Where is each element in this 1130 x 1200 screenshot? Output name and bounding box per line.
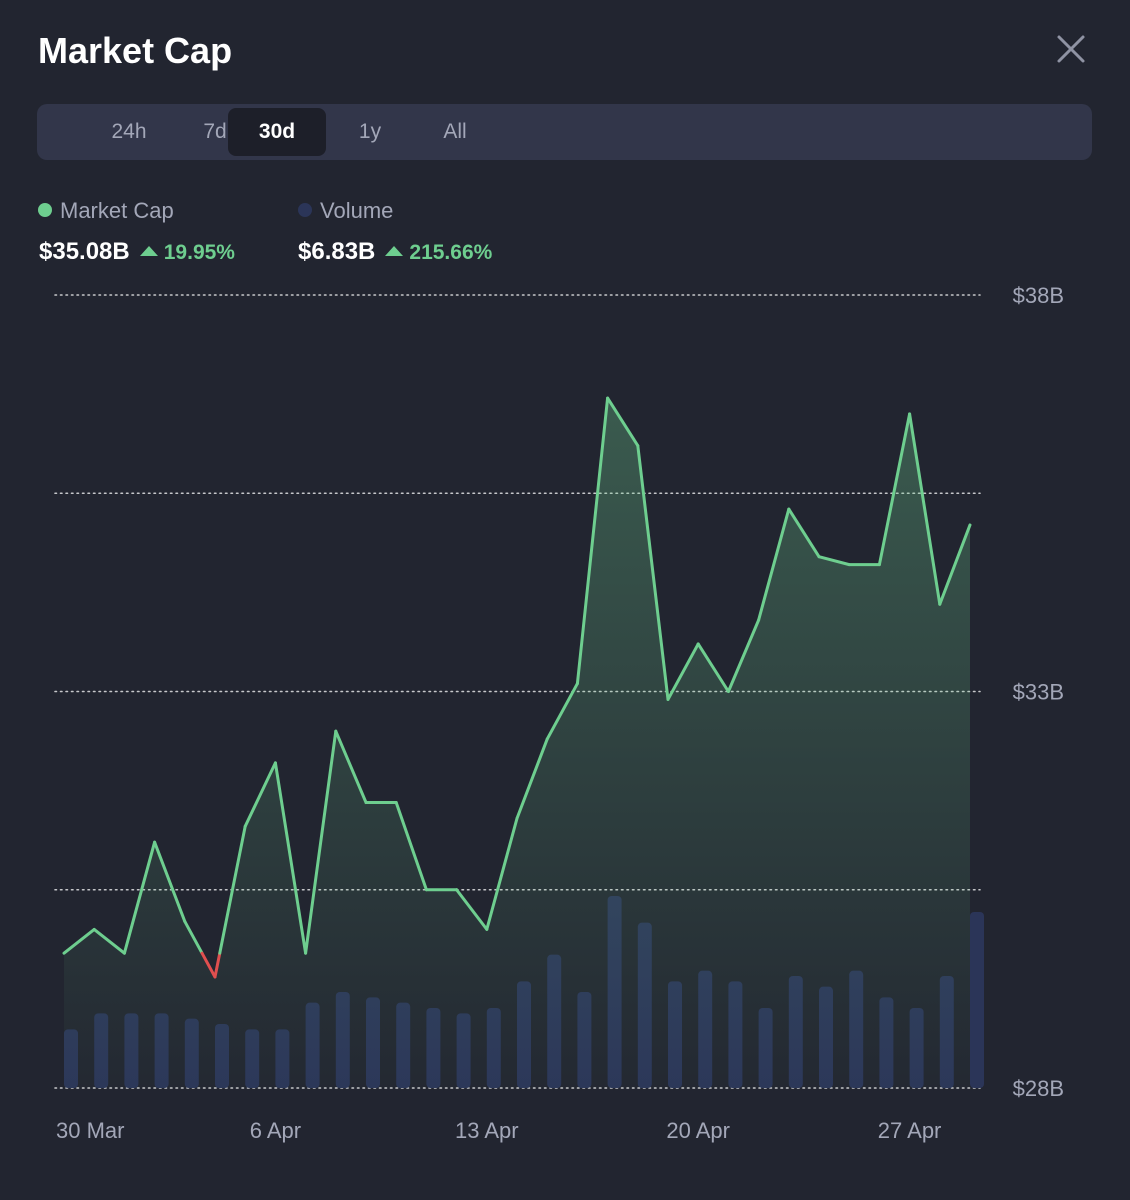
- legend-market-cap: Market Cap: [38, 198, 174, 224]
- volume-bar: [970, 912, 984, 1088]
- y-tick-label: $28B: [1013, 1076, 1064, 1101]
- market-cap-line-segment: [787, 507, 821, 559]
- tab-24h[interactable]: 24h: [111, 120, 147, 143]
- market-cap-line-segment: [62, 927, 96, 955]
- market-cap-line-segment: [606, 396, 640, 448]
- market-cap-line-segment-down: [200, 951, 217, 979]
- y-tick-label: $38B: [1013, 283, 1064, 308]
- market-cap-line-segment: [183, 919, 204, 955]
- tab-30d[interactable]: 30d: [228, 108, 326, 156]
- market-cap-line-segment: [273, 761, 308, 955]
- market-cap-line-segment: [877, 412, 912, 567]
- market-cap-line-segment: [545, 682, 579, 741]
- market-cap-line-segment: [394, 801, 428, 892]
- market-cap-line-segment: [334, 729, 368, 805]
- market-cap-change: 19.95%: [139, 241, 235, 264]
- market-cap-line-segment: [817, 555, 851, 567]
- close-icon[interactable]: [1052, 30, 1090, 68]
- market-cap-line-segment: [908, 412, 942, 606]
- market-cap-line-segment: [153, 840, 187, 923]
- market-cap-line-segment: [218, 824, 247, 955]
- market-cap-line-segment: [485, 816, 519, 931]
- y-tick-label: $33B: [1013, 680, 1064, 705]
- volume-value: $6.83B: [298, 238, 376, 265]
- market-cap-change-text: 19.95%: [163, 241, 235, 264]
- up-arrow-icon: [385, 246, 404, 256]
- x-tick-label: 27 Apr: [878, 1118, 942, 1143]
- tab-7d[interactable]: 7d: [203, 120, 227, 143]
- volume-dot-icon: [298, 203, 312, 217]
- market-cap-value: $35.08B: [39, 238, 130, 265]
- market-cap-line-segment: [938, 523, 972, 606]
- volume-change: 215.66%: [385, 241, 492, 264]
- legend-volume-label: Volume: [320, 198, 394, 223]
- up-arrow-icon: [139, 246, 158, 256]
- market-cap-line-segment: [92, 927, 126, 955]
- volume-stat: $6.83B 215.66%: [298, 238, 492, 266]
- page-title: Market Cap: [38, 30, 233, 71]
- legend-market-cap-label: Market Cap: [60, 198, 174, 223]
- market-cap-line-segment: [666, 642, 700, 701]
- market-cap-line-segment: [122, 840, 157, 955]
- market-cap-line-segment: [757, 507, 791, 622]
- x-tick-label: 30 Mar: [56, 1118, 124, 1143]
- market-cap-line-segment: [696, 642, 730, 693]
- market-cap-line-segment: [726, 618, 761, 693]
- market-cap-line-segment: [455, 888, 489, 931]
- market-cap-area: [64, 398, 970, 1089]
- legend-volume: Volume: [298, 198, 393, 224]
- market-cap-dot-icon: [38, 203, 52, 217]
- market-cap-line-segment: [575, 396, 610, 686]
- market-cap-line-segment-down: [213, 951, 222, 979]
- market-cap-line-segment: [636, 444, 670, 701]
- timeframe-tabs: 24h 7d 30d 1y All: [37, 104, 1092, 160]
- volume-change-text: 215.66%: [409, 241, 493, 264]
- x-tick-label: 6 Apr: [250, 1118, 301, 1143]
- x-tick-label: 20 Apr: [666, 1118, 730, 1143]
- x-tick-label: 13 Apr: [455, 1118, 519, 1143]
- tab-all[interactable]: All: [443, 120, 467, 143]
- market-cap-stat: $35.08B 19.95%: [39, 238, 235, 266]
- market-cap-line-segment: [243, 761, 277, 828]
- tab-1y[interactable]: 1y: [358, 120, 382, 143]
- market-cap-line-segment: [304, 729, 338, 955]
- market-cap-line-segment: [515, 737, 549, 820]
